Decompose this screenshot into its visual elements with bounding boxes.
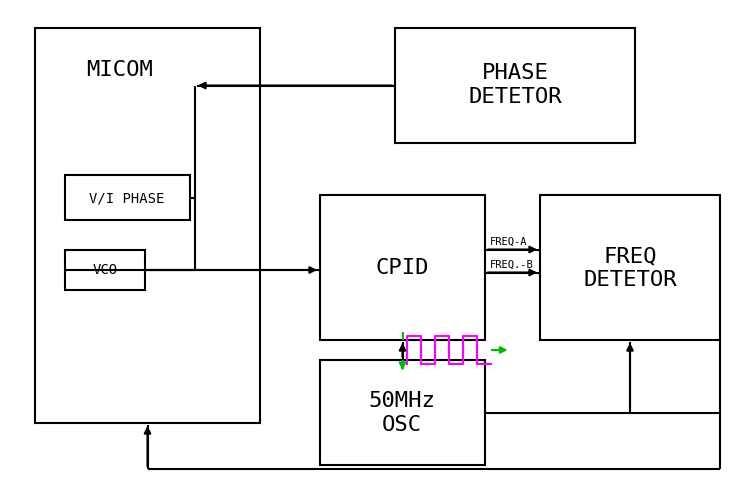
Bar: [35, 28, 260, 423]
Text: MICOM: MICOM: [86, 60, 153, 80]
Bar: [65, 175, 190, 220]
Bar: [320, 360, 485, 465]
Text: FREQ
DETETOR: FREQ DETETOR: [583, 247, 677, 290]
Bar: [65, 250, 145, 290]
Bar: [540, 195, 720, 340]
Bar: [320, 195, 485, 340]
Text: V/I PHASE: V/I PHASE: [89, 191, 165, 205]
Text: FREQ.-B: FREQ.-B: [490, 259, 534, 269]
Text: FREQ-A: FREQ-A: [490, 237, 528, 247]
Text: 50MHz
OSC: 50MHz OSC: [369, 392, 435, 434]
Bar: [395, 28, 635, 143]
Text: CPID: CPID: [375, 258, 429, 278]
Text: PHASE
DETETOR: PHASE DETETOR: [468, 64, 561, 106]
Text: VCO: VCO: [92, 263, 117, 277]
